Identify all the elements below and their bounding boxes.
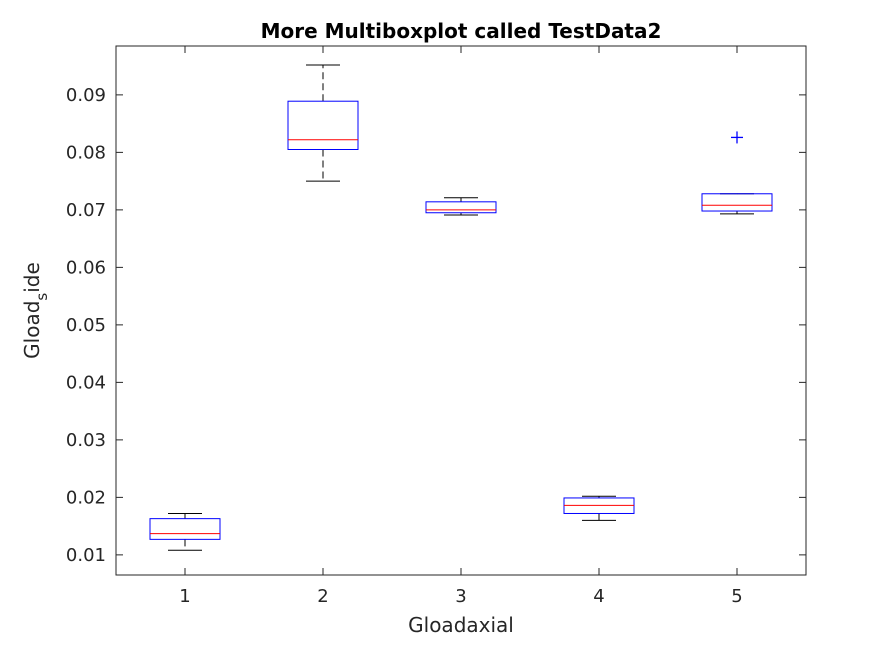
- y-tick-label: 0.08: [66, 142, 106, 163]
- y-tick-label: 0.03: [66, 430, 106, 451]
- box-group-3: [425, 197, 497, 216]
- y-tick-label: 0.04: [66, 372, 106, 393]
- box-group-2: [287, 64, 359, 182]
- x-axis-label: Gloadaxial: [408, 613, 514, 637]
- x-tick-label: 1: [179, 586, 190, 607]
- y-axis-label-tail: ide: [20, 262, 44, 293]
- box-iqr: [701, 193, 773, 212]
- y-tick-label: 0.02: [66, 487, 106, 508]
- y-axis-label-subscript: s: [33, 293, 51, 301]
- y-axis-label: Gloadside: [20, 262, 51, 359]
- box-iqr: [149, 518, 221, 540]
- box-group-5: [701, 131, 773, 215]
- y-tick-label: 0.07: [66, 200, 106, 221]
- y-axis-label-main: Gload: [20, 301, 44, 359]
- x-tick-label: 3: [455, 586, 466, 607]
- x-tick-label: 4: [593, 586, 604, 607]
- y-tick-label: 0.09: [66, 85, 106, 106]
- y-tick-label: 0.06: [66, 257, 106, 278]
- y-tick-label: 0.01: [66, 545, 106, 566]
- box-series: [149, 64, 773, 551]
- chart-title: More Multiboxplot called TestData2: [261, 19, 662, 43]
- x-tick-label: 2: [317, 586, 328, 607]
- plot-area: [115, 45, 807, 576]
- y-axis-ticks: 0.01 0.02 0.03 0.04 0.05 0.06 0.07 0.08 0.09: [66, 85, 806, 566]
- box-group-1: [149, 512, 221, 551]
- box-iqr: [425, 201, 497, 214]
- y-tick-label: 0.05: [66, 315, 106, 336]
- box-iqr: [287, 100, 359, 150]
- x-axis-ticks: 1 2 3 4 5: [179, 46, 743, 607]
- box-group-4: [563, 495, 635, 521]
- x-tick-label: 5: [731, 586, 742, 607]
